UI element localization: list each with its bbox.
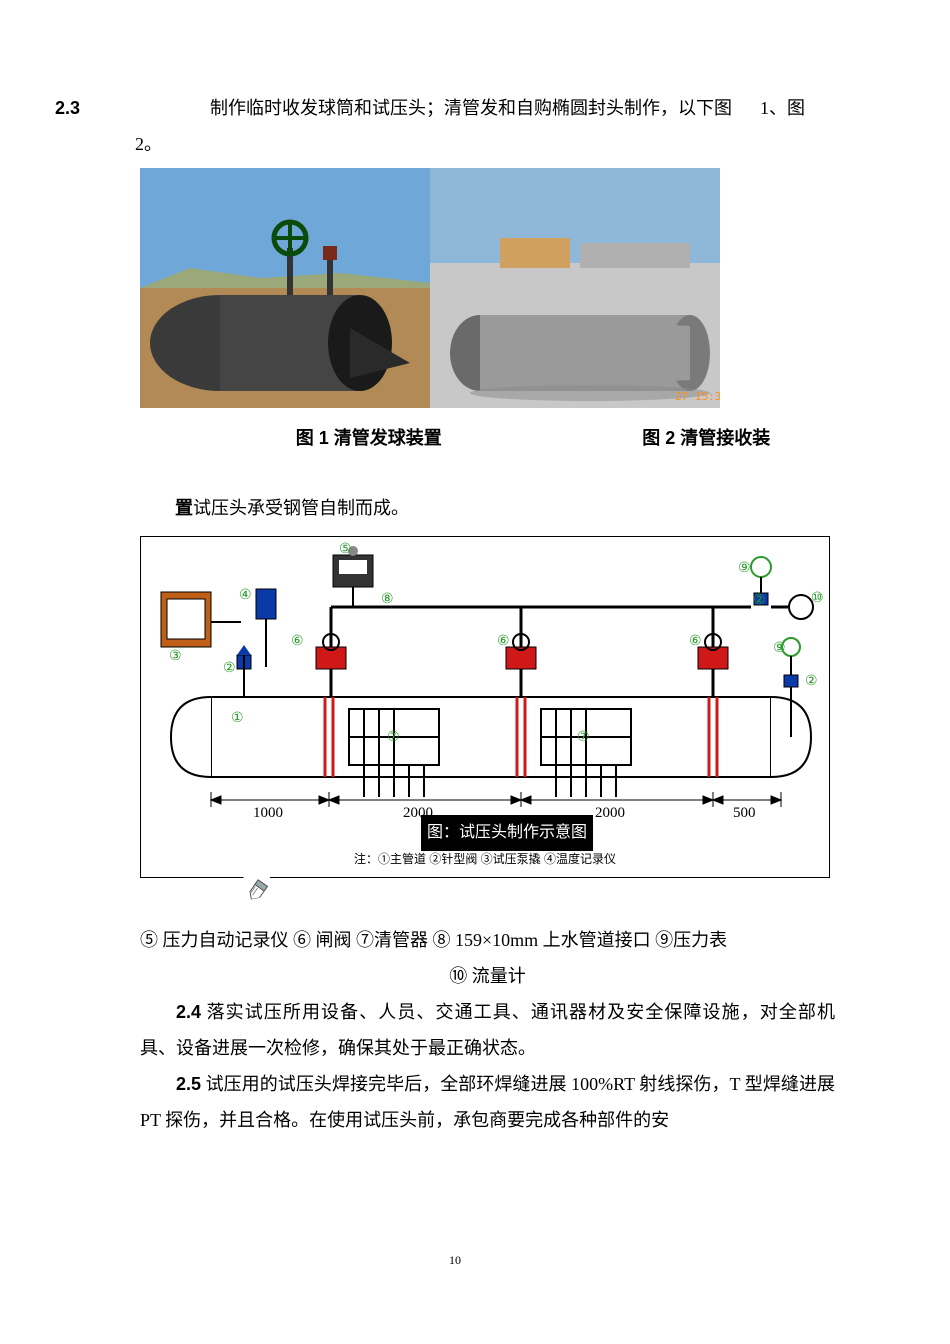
svg-text:⑦: ⑦	[387, 730, 400, 745]
svg-text:⑥: ⑥	[497, 634, 510, 649]
para-2-5: 2.5 试压用的试压头焊接完毕后，全部环焊缝进展 100%RT 射线探伤，T 型…	[140, 1066, 835, 1138]
svg-text:⑨: ⑨	[773, 641, 786, 656]
svg-text:27 15:38: 27 15:38	[675, 390, 720, 403]
section-2-3-tail: 1、图	[760, 90, 805, 126]
svg-text:⑥: ⑥	[291, 634, 304, 649]
continued-rest: 试压头承受钢管自制而成。	[193, 498, 409, 518]
svg-text:②: ②	[753, 593, 766, 608]
svg-text:⑧: ⑧	[381, 592, 394, 607]
legend-line-2: ⑩ 流量计	[140, 958, 835, 994]
svg-text:②: ②	[805, 674, 818, 689]
legend-line-1: ⑤ 压力自动记录仪 ⑥ 闸阀 ⑦清管器 ⑧ 159×10mm 上水管道接口 ⑨压…	[140, 922, 835, 958]
svg-text:①: ①	[231, 711, 244, 726]
page-number: 10	[55, 1248, 855, 1272]
svg-text:④: ④	[239, 588, 252, 603]
continued-bold: 置	[175, 498, 193, 518]
section-number-2-5: 2.5	[176, 1074, 201, 1094]
section-2-3-text: 制作临时收发球筒和试压头；清管发和自购椭圆封头制作，以下图	[210, 90, 732, 126]
section-number-2-4: 2.4	[176, 1002, 201, 1022]
section-number-2-3: 2.3	[55, 90, 80, 126]
continued-sentence: 置试压头承受钢管自制而成。	[175, 490, 855, 526]
section-2-5-text: 试压用的试压头焊接完毕后，全部环焊缝进展 100%RT 射线探伤，T 型焊缝进展…	[140, 1074, 835, 1130]
diagram-title: 图：试压头制作示意图	[421, 815, 593, 851]
section-2-4-text: 落实试压所用设备、人员、交通工具、通讯器材及安全保障设施，对全部机具、设备进展一…	[140, 1002, 835, 1058]
dim-2000b: 2000	[595, 805, 625, 821]
svg-text:②: ②	[223, 661, 236, 676]
pressure-head-diagram: ① ② ③ ④ ⑤ ⑥ ⑥ ⑥ ⑦ ⑦ ⑧ ⑨ ⑨ ⑩ ② ②	[140, 536, 830, 878]
svg-text:⑤: ⑤	[339, 542, 352, 557]
section-2-3-line2-text: 2。	[135, 134, 162, 154]
document-page: 2.3 制作临时收发球筒和试压头；清管发和自购椭圆封头制作，以下图 1、图 2。	[0, 0, 950, 1312]
dim-500: 500	[733, 805, 756, 821]
section-2-3-line2: 2。	[55, 126, 855, 162]
diagram-note: 注：①主管道 ②针型阀 ③试压泵撬 ④温度记录仪	[141, 847, 829, 871]
figure-captions: 图 1 清管发球装置 图 2 清管接收装	[140, 420, 855, 456]
dim-1000: 1000	[253, 805, 283, 821]
svg-text:③: ③	[169, 649, 182, 664]
figure-2-caption: 图 2 清管接收装	[558, 420, 856, 456]
figure-1-photo	[140, 168, 430, 408]
figure-2-photo: 27 15:38	[430, 168, 720, 408]
svg-text:⑦: ⑦	[577, 730, 590, 745]
eraser-icon	[243, 870, 273, 900]
svg-text:⑩: ⑩	[811, 591, 824, 606]
svg-text:⑥: ⑥	[689, 634, 702, 649]
section-2-3-line: 2.3 制作临时收发球筒和试压头；清管发和自购椭圆封头制作，以下图 1、图	[55, 90, 855, 126]
figure-legend: ⑤ 压力自动记录仪 ⑥ 闸阀 ⑦清管器 ⑧ 159×10mm 上水管道接口 ⑨压…	[140, 922, 835, 994]
svg-text:⑨: ⑨	[738, 561, 751, 576]
para-2-4: 2.4 落实试压所用设备、人员、交通工具、通讯器材及安全保障设施，对全部机具、设…	[140, 994, 835, 1066]
figure-1-caption: 图 1 清管发球装置	[220, 420, 518, 456]
photo-row: 27 15:38	[140, 168, 855, 408]
